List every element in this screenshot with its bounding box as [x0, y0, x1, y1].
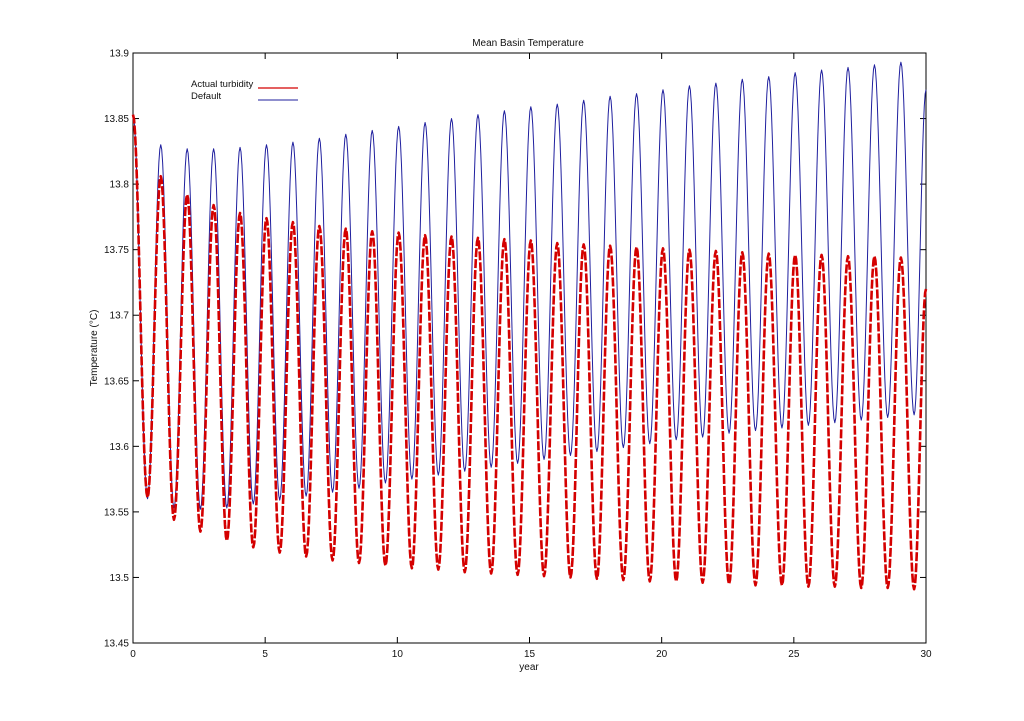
legend: Actual turbidity Default — [191, 79, 298, 102]
chart-title: Mean Basin Temperature — [472, 38, 584, 49]
legend-label-actual-turbidity: Actual turbidity — [191, 79, 254, 90]
series-line-default — [132, 61, 927, 510]
series-line-actual-turbidity — [131, 114, 928, 591]
x-tick-label: 10 — [392, 649, 404, 660]
y-axis-ticks: 13.45 13.5 13.55 13.6 13.65 13.7 13.75 13.8 13.8… — [104, 49, 926, 650]
y-axis-title: Temperature (°C) — [89, 310, 100, 387]
y-tick-label: 13.45 — [104, 639, 129, 650]
x-tick-label: 5 — [262, 649, 268, 660]
y-tick-label: 13.9 — [110, 49, 130, 60]
x-tick-label: 30 — [920, 649, 932, 660]
x-tick-label: 25 — [788, 649, 800, 660]
y-tick-label: 13.5 — [110, 573, 130, 584]
y-tick-label: 13.65 — [104, 376, 129, 387]
x-tick-label: 15 — [524, 649, 536, 660]
y-tick-label: 13.6 — [110, 442, 130, 453]
y-tick-label: 13.75 — [104, 245, 129, 256]
x-tick-label: 20 — [656, 649, 668, 660]
y-tick-label: 13.7 — [110, 311, 130, 322]
y-tick-label: 13.8 — [110, 180, 130, 191]
x-tick-label: 0 — [130, 649, 136, 660]
x-axis-ticks: 0 5 10 15 20 25 30 — [130, 53, 932, 660]
legend-label-default: Default — [191, 91, 221, 102]
x-axis-title: year — [519, 662, 539, 673]
series-lines — [131, 61, 928, 591]
y-tick-label: 13.55 — [104, 507, 129, 518]
y-tick-label: 13.85 — [104, 114, 129, 125]
